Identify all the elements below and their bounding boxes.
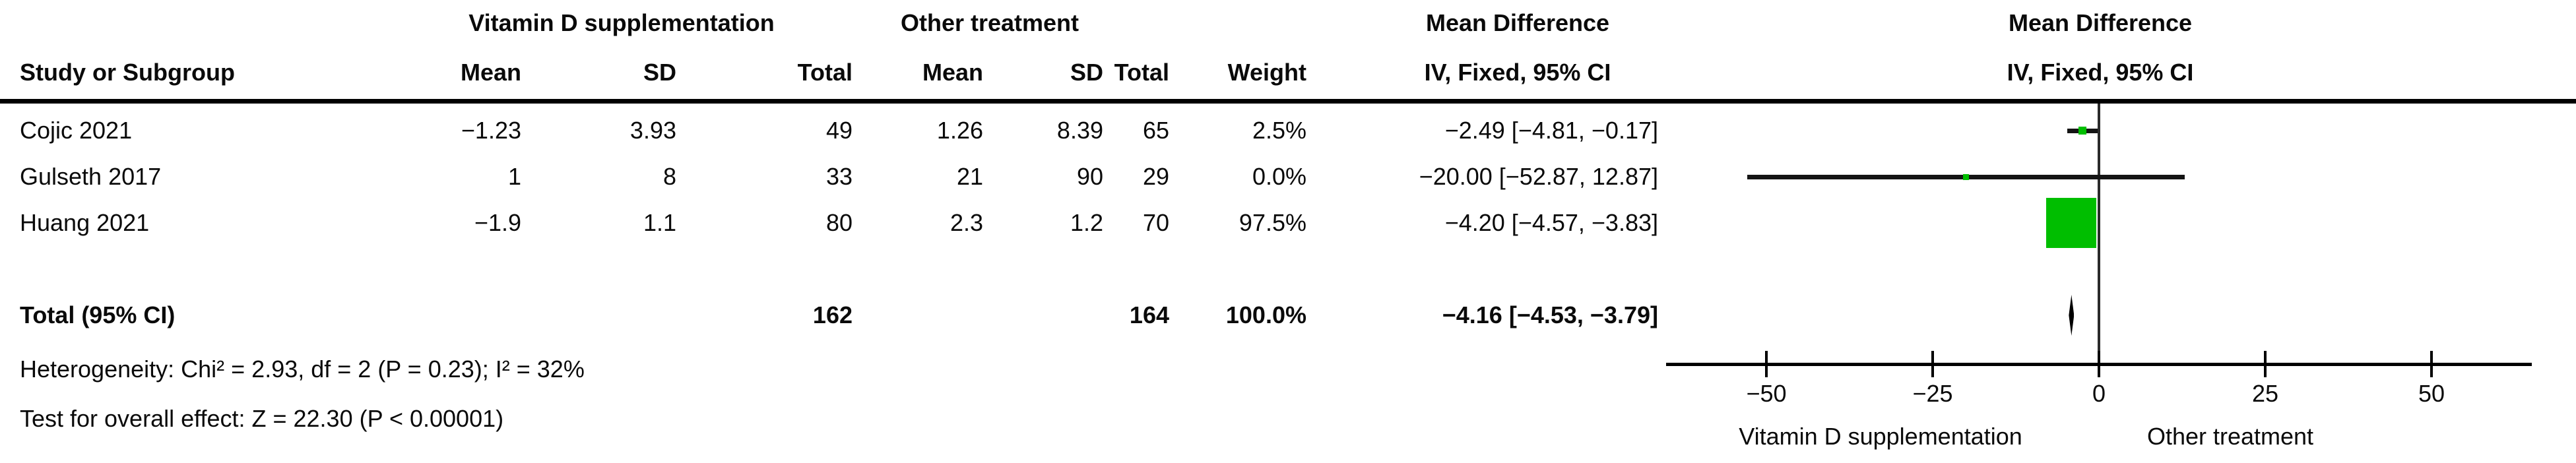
md-plot-header: Mean Difference — [2008, 9, 2193, 36]
favours-right-label: Other treatment — [2146, 423, 2314, 450]
mean1-value: −1.23 — [461, 117, 521, 144]
weight-value: 0.0% — [1252, 163, 1306, 190]
axis-tick — [2430, 351, 2433, 377]
heterogeneity-text: Heterogeneity: Chi² = 2.93, df = 2 (P = … — [20, 355, 585, 383]
total2-value: 29 — [1142, 163, 1169, 190]
axis-tick — [1931, 351, 1934, 377]
sd2-value: 8.39 — [1056, 117, 1103, 144]
mean2-value: 21 — [956, 163, 983, 190]
total1-value: 33 — [825, 163, 853, 190]
axis-tick-label: 25 — [2251, 380, 2279, 407]
total-weight: 100.0% — [1225, 301, 1306, 328]
study-name: Cojic 2021 — [20, 117, 133, 144]
total2-value: 70 — [1142, 209, 1169, 236]
col-total1: Total — [797, 59, 853, 86]
col-mean2: Mean — [922, 59, 983, 86]
favours-left-label: Vitamin D supplementation — [1739, 423, 2022, 450]
md-ci-value: −4.20 [−4.57, −3.83] — [1444, 209, 1658, 236]
total1-value: 80 — [825, 209, 853, 236]
col-sd1: SD — [643, 59, 676, 86]
axis-tick-label: 0 — [2092, 380, 2106, 407]
col-sd2: SD — [1070, 59, 1103, 86]
overall-effect-text: Test for overall effect: Z = 22.30 (P < … — [20, 405, 504, 432]
total-diamond — [2069, 295, 2075, 336]
weight-value: 2.5% — [1252, 117, 1306, 144]
md-column-header: Mean Difference — [1425, 9, 1610, 36]
sd1-value: 8 — [662, 163, 676, 190]
axis-tick-label: −25 — [1912, 380, 1953, 407]
col-total2: Total — [1114, 59, 1169, 86]
mean1-value: −1.9 — [474, 209, 521, 236]
total2-value: 65 — [1142, 117, 1169, 144]
weight-value: 97.5% — [1239, 209, 1306, 236]
axis-tick — [2098, 351, 2100, 377]
study-name: Gulseth 2017 — [20, 163, 162, 190]
mean2-value: 2.3 — [950, 209, 983, 236]
axis-tick — [1765, 351, 1768, 377]
axis-tick-label: 50 — [2418, 380, 2445, 407]
total1-value: 49 — [825, 117, 853, 144]
mean1-value: 1 — [507, 163, 521, 190]
sd1-value: 1.1 — [643, 209, 676, 236]
zero-line — [2098, 104, 2100, 365]
total-n-group1: 162 — [812, 301, 853, 328]
total-md-ci: −4.16 [−4.53, −3.79] — [1442, 301, 1658, 328]
sd2-value: 1.2 — [1070, 209, 1103, 236]
md-ci-value: −2.49 [−4.81, −0.17] — [1444, 117, 1658, 144]
sd2-value: 90 — [1076, 163, 1103, 190]
col-weight: Weight — [1227, 59, 1306, 86]
header-separator — [0, 99, 2576, 104]
mean2-value: 1.26 — [936, 117, 983, 144]
axis-tick — [2264, 351, 2267, 377]
col-study: Study or Subgroup — [20, 59, 235, 86]
total-label: Total (95% CI) — [20, 301, 176, 328]
col-iv-ci: IV, Fixed, 95% CI — [1424, 59, 1611, 86]
axis-tick-label: −50 — [1746, 380, 1787, 407]
study-name: Huang 2021 — [20, 209, 150, 236]
col-mean1: Mean — [460, 59, 521, 86]
group1-header: Vitamin D supplementation — [468, 9, 775, 36]
group2-header: Other treatment — [900, 9, 1079, 36]
effect-square — [2045, 198, 2096, 248]
sd1-value: 3.93 — [629, 117, 676, 144]
total-n-group2: 164 — [1129, 301, 1169, 328]
plot-iv-ci: IV, Fixed, 95% CI — [2007, 59, 2194, 86]
effect-square — [2078, 126, 2086, 135]
md-ci-value: −20.00 [−52.87, 12.87] — [1419, 163, 1658, 190]
effect-square — [1962, 173, 1969, 180]
